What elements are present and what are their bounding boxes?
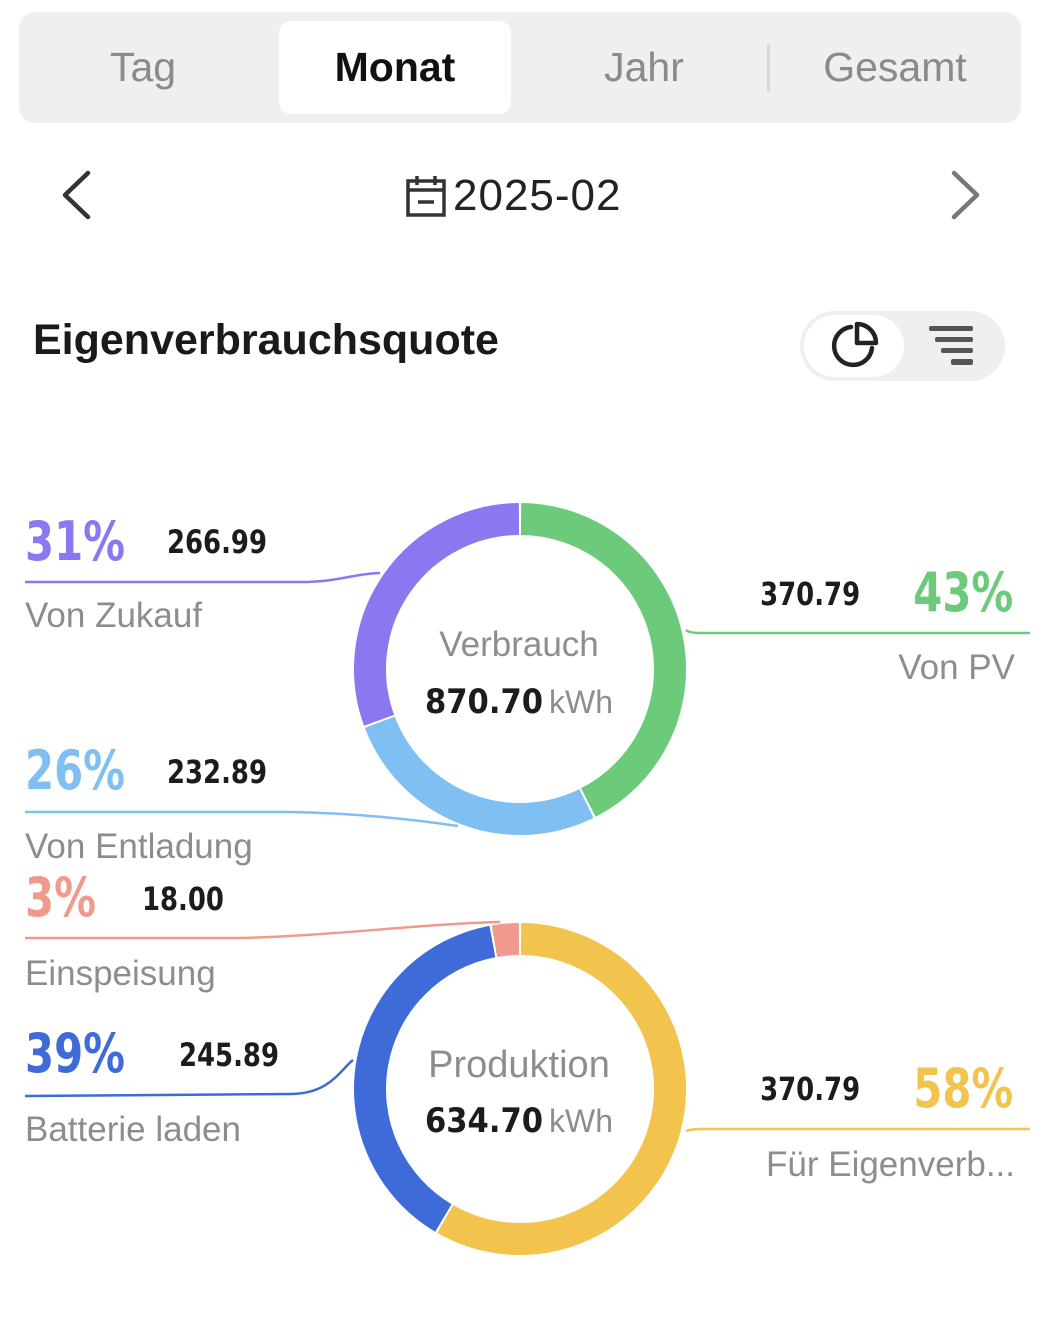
connector-feed-in — [25, 920, 501, 940]
discharge-percent: 26% — [25, 739, 126, 802]
connector-battery — [24, 1059, 354, 1098]
donut-slice-discharge — [364, 716, 594, 835]
chevron-right-icon — [951, 170, 980, 220]
self-use-percent: 58% — [912, 1057, 1013, 1120]
pv-label: Von PV — [898, 648, 1015, 687]
consumption-center-value: 870.70 kWh — [389, 682, 649, 722]
funnel-chart-icon — [929, 326, 973, 365]
current-date: 2025-02 — [453, 171, 622, 220]
pv-value: 370.79 — [760, 575, 860, 613]
feed-in-value: 18.00 — [142, 880, 224, 918]
donut-slice-pv — [520, 503, 686, 817]
pie-view-button[interactable] — [804, 315, 904, 377]
purchase-percent: 31% — [25, 510, 126, 573]
feed-in-percent: 3% — [25, 866, 96, 929]
prev-period-button[interactable] — [48, 165, 108, 225]
production-unit: kWh — [549, 1103, 614, 1139]
connector-discharge — [25, 810, 459, 828]
purchase-value: 266.99 — [167, 523, 267, 561]
donut-slice-feed-in — [491, 923, 520, 958]
tab-day[interactable]: Tag — [109, 44, 177, 90]
pv-percent: 43% — [912, 561, 1013, 624]
pie-chart-icon — [831, 321, 879, 368]
consumption-donut — [354, 503, 686, 835]
tab-total[interactable]: Gesamt — [823, 44, 967, 90]
purchase-label: Von Zukauf — [25, 596, 203, 635]
tab-month[interactable]: Monat — [279, 21, 511, 114]
next-period-button[interactable] — [934, 165, 994, 225]
production-center-value: 634.70 kWh — [389, 1101, 649, 1141]
consumption-center-title: Verbrauch — [439, 625, 599, 664]
production-center-title: Produktion — [428, 1044, 610, 1086]
connector-pv — [685, 629, 1030, 635]
tab-divider — [767, 44, 770, 92]
chart-view-toggle — [800, 311, 1005, 381]
feed-in-label: Einspeisung — [25, 954, 216, 993]
discharge-label: Von Entladung — [25, 827, 253, 866]
funnel-view-button[interactable] — [901, 315, 1001, 377]
self-use-value: 370.79 — [760, 1070, 860, 1108]
battery-value: 245.89 — [179, 1036, 279, 1074]
period-tabs: Tag Monat Jahr Gesamt — [19, 12, 1021, 123]
connector-purchase — [25, 571, 381, 584]
connector-self-use — [685, 1127, 1030, 1133]
battery-label: Batterie laden — [25, 1110, 241, 1149]
discharge-value: 232.89 — [167, 753, 267, 791]
donut-slice-battery — [354, 925, 496, 1232]
consumption-total: 870.70 — [424, 682, 544, 722]
production-total: 634.70 — [424, 1101, 544, 1141]
donut-slice-purchase — [354, 503, 520, 726]
chevron-left-icon — [62, 170, 91, 220]
self-use-label: Für Eigenverb... — [766, 1145, 1015, 1184]
section-title: Eigenverbrauchsquote — [33, 316, 499, 364]
battery-percent: 39% — [25, 1022, 126, 1085]
tab-year[interactable]: Jahr — [604, 44, 684, 90]
consumption-unit: kWh — [549, 684, 614, 720]
production-donut — [354, 923, 686, 1255]
donut-slice-self-use — [437, 923, 686, 1255]
date-picker[interactable]: 2025-02 — [405, 168, 621, 224]
calendar-icon — [406, 176, 446, 217]
